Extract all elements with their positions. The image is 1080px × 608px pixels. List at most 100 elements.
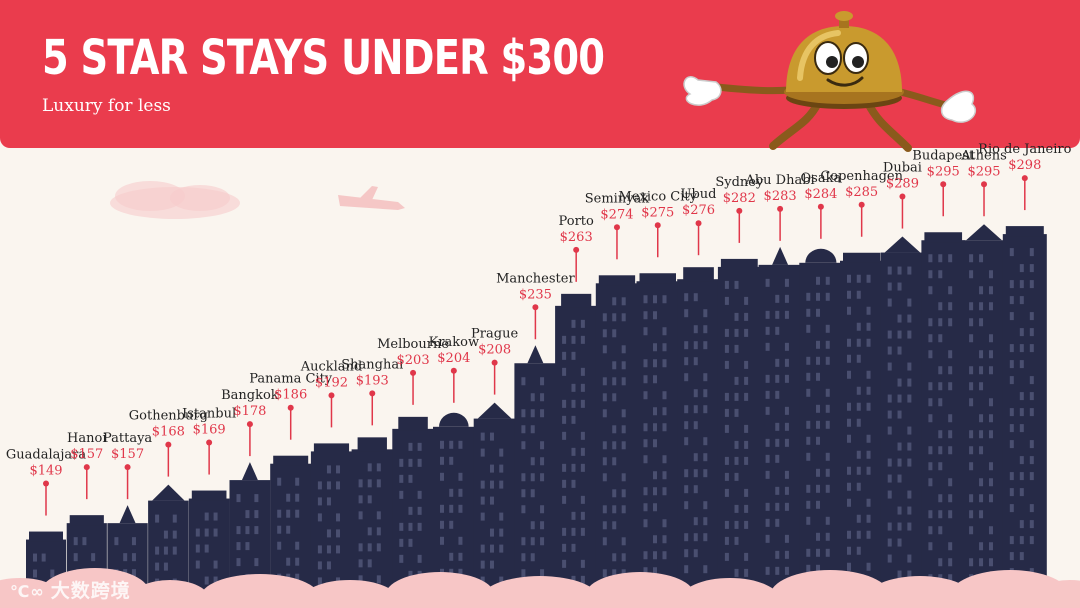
price-label: $283 xyxy=(764,189,797,204)
city-label: Bangkok xyxy=(221,388,279,403)
building-bar xyxy=(514,345,557,600)
sky-cloud xyxy=(170,185,230,211)
price-label: $149 xyxy=(29,464,62,479)
building-bar xyxy=(758,246,802,600)
leader-dot xyxy=(369,390,376,397)
building-bar xyxy=(636,273,679,600)
price-label: $275 xyxy=(641,205,674,220)
leader-dot xyxy=(165,441,172,448)
city-label: Pattaya xyxy=(103,431,152,446)
building-bar xyxy=(1002,226,1047,600)
building-bar xyxy=(921,232,966,600)
ground-clouds xyxy=(0,568,1080,608)
building-bar xyxy=(270,455,312,600)
building-bar xyxy=(962,224,1006,600)
price-label: $203 xyxy=(397,353,430,368)
watermark: ℃∞ 大数跨境 xyxy=(10,576,131,603)
building-bar xyxy=(392,416,434,600)
leader-dot xyxy=(246,421,253,428)
leader-dot xyxy=(328,392,335,399)
price-label: $274 xyxy=(600,207,633,222)
city-label: Shanghai xyxy=(341,357,403,372)
city-label: Manchester xyxy=(496,271,575,286)
city-label: Panama City xyxy=(249,372,333,387)
ground-cloud xyxy=(480,576,600,608)
city-label: Dubai xyxy=(883,161,922,176)
leader-dot xyxy=(491,359,498,366)
price-label: $289 xyxy=(886,177,919,192)
city-label: Auckland xyxy=(300,359,363,374)
leader-dot xyxy=(83,464,90,471)
price-label: $298 xyxy=(1008,158,1041,173)
city-label: Gothenburg xyxy=(129,409,208,424)
price-label: $186 xyxy=(274,388,307,403)
leader-dot xyxy=(695,220,702,227)
ground-cloud xyxy=(130,580,210,608)
building-bar xyxy=(473,402,516,600)
bellhop-bell-mascot-icon xyxy=(683,11,977,152)
leader-dot xyxy=(940,181,947,188)
price-label: $157 xyxy=(111,447,144,462)
price-label: $168 xyxy=(152,425,185,440)
leader-dot xyxy=(410,369,417,376)
price-label: $208 xyxy=(478,343,511,358)
city-label: Athens xyxy=(960,148,1007,163)
watermark-text: 大数跨境 xyxy=(50,580,131,602)
ground-cloud xyxy=(40,568,150,608)
price-label: $157 xyxy=(70,447,103,462)
leader-dot xyxy=(858,201,865,208)
leader-dot xyxy=(899,193,906,200)
building-bar xyxy=(310,443,353,600)
building-bar xyxy=(433,412,475,600)
city-label: Budapest xyxy=(912,148,975,163)
leader-dot xyxy=(736,207,743,214)
price-label: $276 xyxy=(682,203,715,218)
price-label: $285 xyxy=(845,185,878,200)
city-label: Abu Dhabi xyxy=(744,173,814,188)
header-banner: 5 STAR STAYS UNDER $300 Luxury for less xyxy=(0,0,1080,152)
airplane-icon xyxy=(338,186,405,210)
price-label: $178 xyxy=(233,404,266,419)
price-label: $263 xyxy=(560,230,593,245)
price-label: $235 xyxy=(519,287,552,302)
price-label: $192 xyxy=(315,375,348,390)
building-bar xyxy=(555,293,598,600)
ground-cloud xyxy=(865,576,975,608)
leader-dot xyxy=(654,222,661,229)
price-label: $204 xyxy=(437,351,470,366)
price-label: $169 xyxy=(193,423,226,438)
ground-cloud xyxy=(385,572,495,608)
building-bar xyxy=(351,437,393,600)
ground-cloud xyxy=(585,572,695,608)
leader-dot xyxy=(206,439,213,446)
leader-dot xyxy=(613,224,620,231)
leader-dot xyxy=(817,203,824,210)
ground-cloud xyxy=(680,578,780,608)
city-label: Osaka xyxy=(801,171,842,186)
leader-dot xyxy=(124,464,131,471)
building-bar xyxy=(840,252,884,600)
city-label: Istanbul xyxy=(182,407,236,422)
building-bar xyxy=(799,248,843,600)
leader-dot xyxy=(450,367,457,374)
leader-dot xyxy=(573,246,580,253)
leader-dot xyxy=(43,480,49,487)
ground-cloud xyxy=(300,580,400,608)
city-label: Guadalajara xyxy=(6,448,86,463)
city-label: Krakow xyxy=(429,335,480,350)
price-label: $295 xyxy=(927,164,960,179)
city-label: Mexico City xyxy=(619,189,698,204)
building-bar xyxy=(717,258,761,600)
city-label: Rio de Janeiro xyxy=(978,142,1071,157)
price-label: $295 xyxy=(967,164,1000,179)
city-label: Seminyak xyxy=(585,191,650,206)
watermark-logo-icon: ℃∞ xyxy=(10,582,45,601)
city-label: Porto xyxy=(559,214,594,229)
ground-cloud xyxy=(770,570,890,608)
building-bar xyxy=(677,267,720,600)
leader-dot xyxy=(532,304,539,311)
price-label: $284 xyxy=(804,187,837,202)
background-decor xyxy=(110,181,405,219)
city-label: Prague xyxy=(471,327,518,342)
